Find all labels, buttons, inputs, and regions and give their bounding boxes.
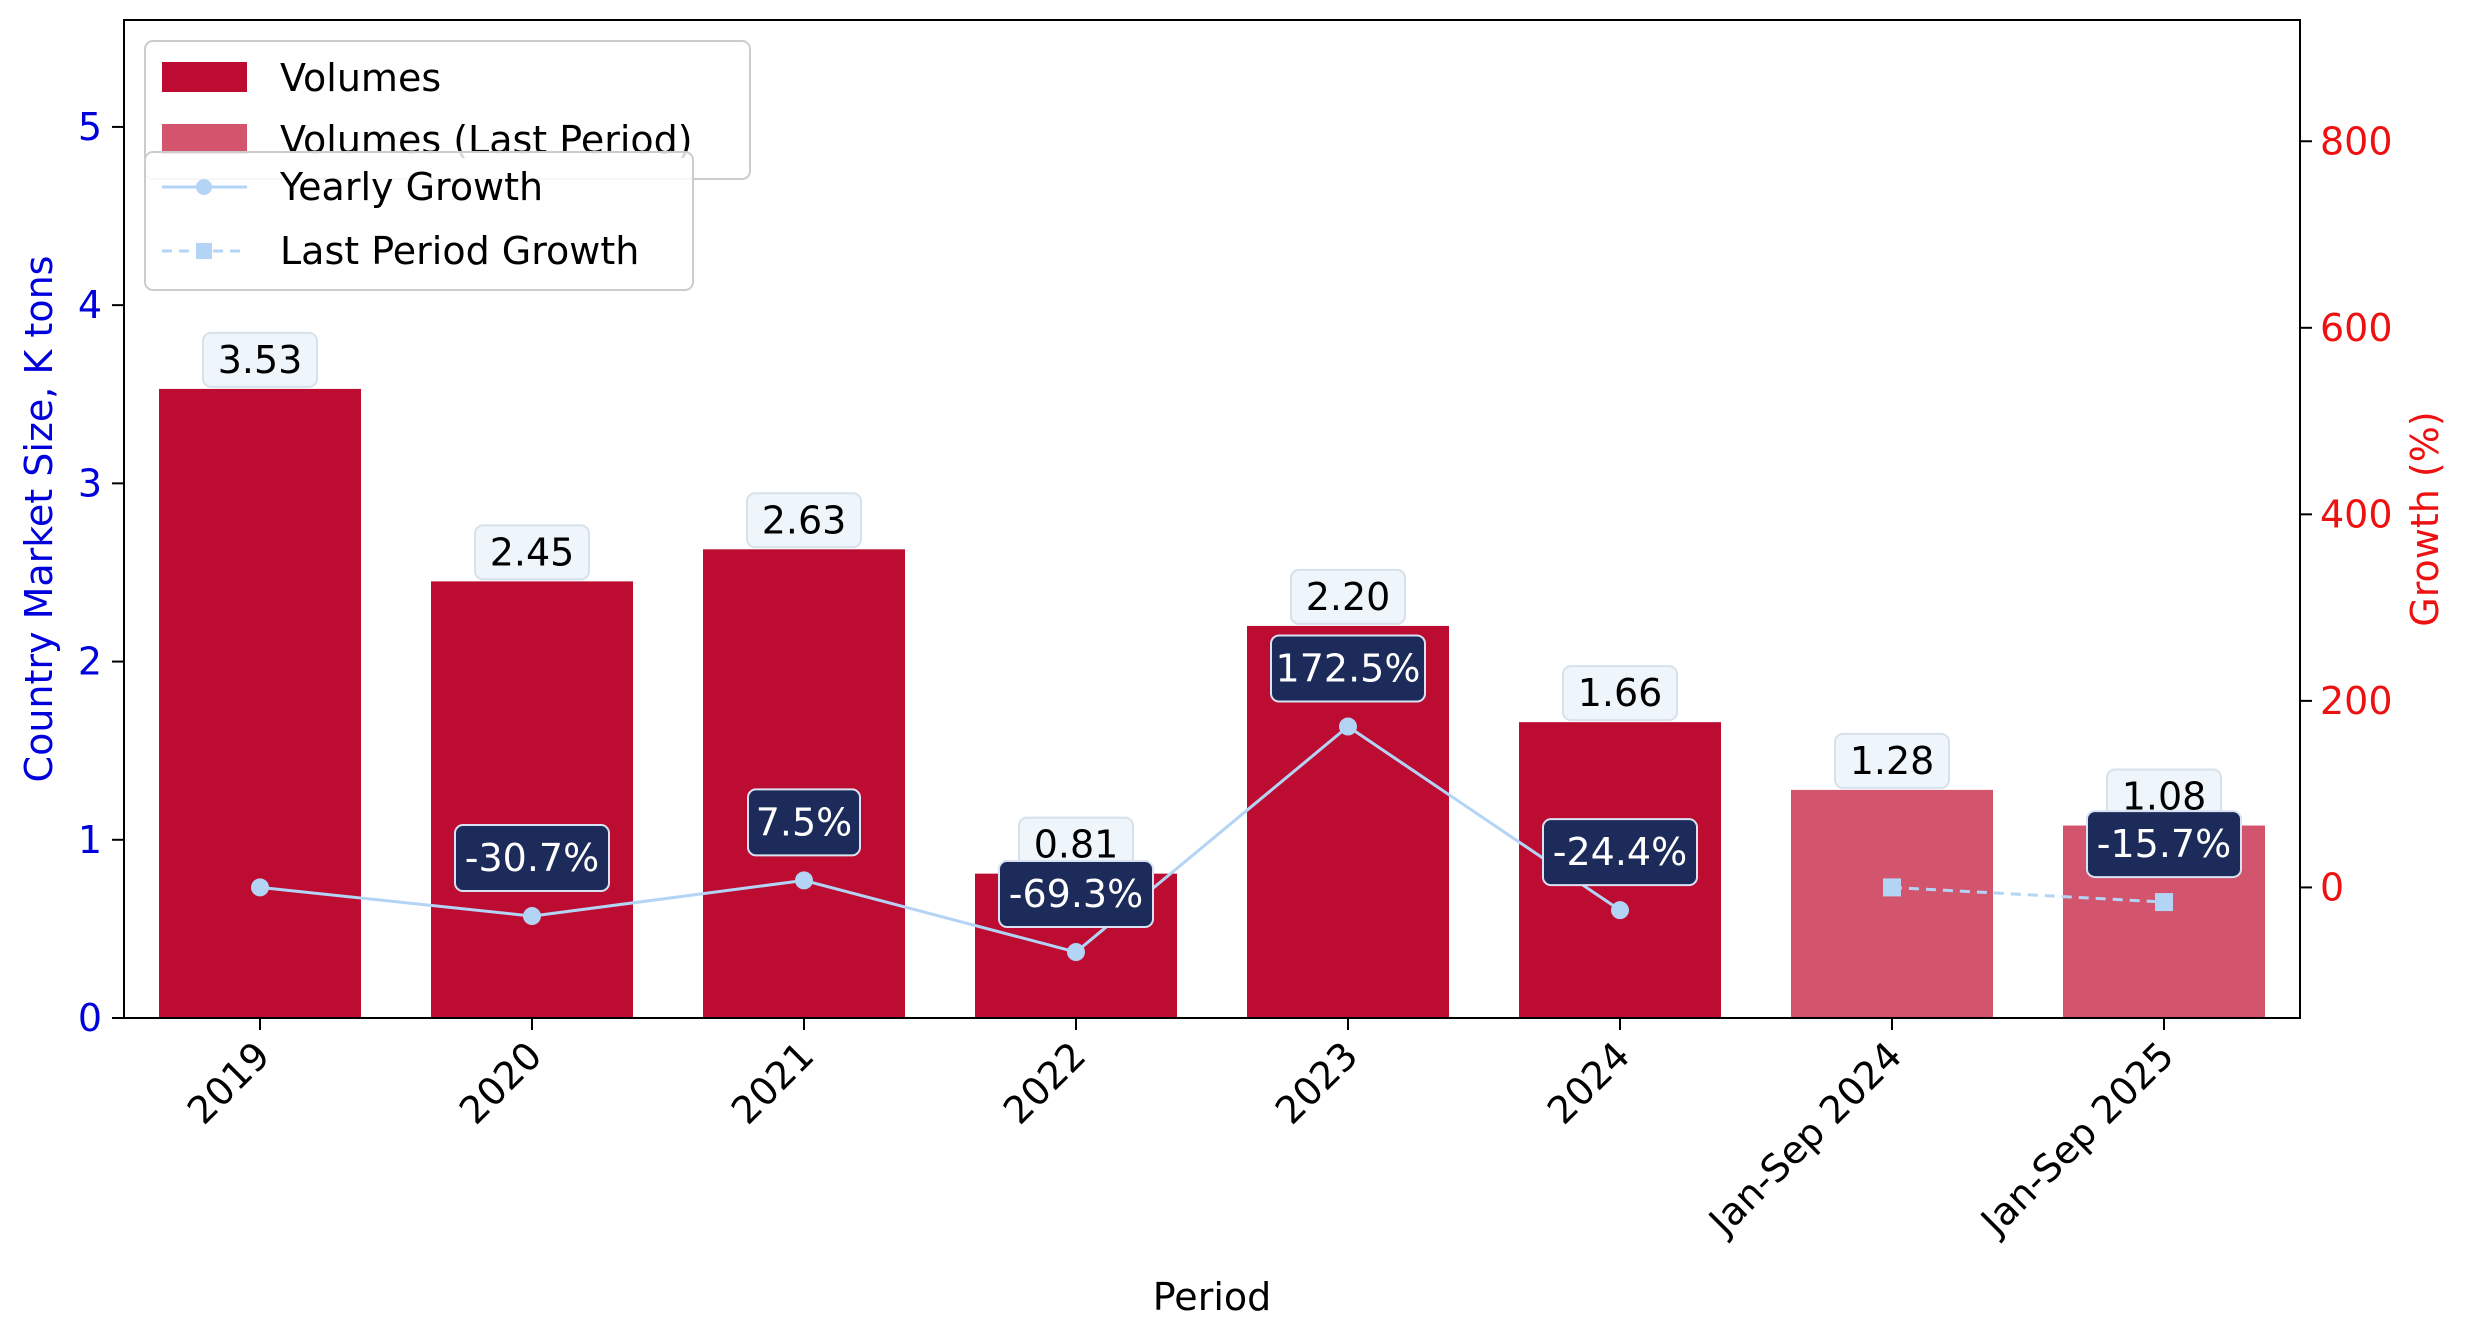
growth-label: -24.4% [1542, 818, 1698, 887]
growth-label-text: -24.4% [1553, 830, 1687, 874]
yearly-growth-line [259, 724, 1621, 954]
x-tick-label: 2019 [179, 1033, 279, 1133]
growth-marker [2155, 893, 2173, 912]
right-axis-label: Growth (%) [2403, 411, 2447, 626]
growth-marker [795, 871, 813, 890]
x-tick-label: 2024 [1539, 1033, 1639, 1133]
value-labels-layer: 3.532.452.630.812.201.661.281.08 [202, 331, 2222, 873]
left-tick-label: 4 [78, 283, 102, 327]
value-label-text: 2.45 [490, 530, 575, 574]
value-label-text: 3.53 [218, 338, 303, 382]
value-label-box [746, 492, 862, 549]
value-label-box [1834, 732, 1950, 789]
growth-label-text: -69.3% [1009, 872, 1143, 916]
value-label-text: 2.63 [762, 498, 847, 542]
growth-label: 172.5% [1270, 634, 1426, 703]
value-label-text: 0.81 [1034, 823, 1119, 867]
legend-volumes: Volumes Volumes (Last Period) [144, 40, 751, 180]
growth-lines-layer [251, 717, 2173, 962]
growth-marker [523, 907, 541, 926]
left-tick-label: 3 [78, 461, 102, 505]
value-label: 0.81 [1018, 816, 1134, 873]
right-tick-label: 200 [2320, 679, 2393, 723]
value-label: 3.53 [202, 331, 318, 388]
growth-label-text: -30.7% [465, 836, 599, 880]
bars-layer [159, 388, 2265, 1018]
growth-marker [251, 878, 269, 897]
value-label-text: 1.28 [1850, 739, 1935, 783]
growth-label: 7.5% [747, 788, 861, 857]
value-label: 1.28 [1834, 732, 1950, 789]
growth-label: -15.7% [2086, 810, 2242, 879]
growth-label-box [747, 788, 861, 857]
right-axis: 0 200 400 600 800 [2300, 119, 2393, 909]
value-label: 2.20 [1290, 568, 1406, 625]
growth-label-box [2086, 810, 2242, 879]
left-tick-label: 0 [78, 996, 102, 1040]
left-tick-label: 2 [78, 640, 102, 684]
value-label-box [474, 524, 590, 581]
growth-label-text: 7.5% [756, 800, 853, 844]
growth-label-text: 172.5% [1276, 647, 1421, 691]
value-label-text: 1.66 [1578, 671, 1663, 715]
growth-marker [1067, 943, 1085, 962]
growth-label-box [998, 860, 1154, 929]
legend-label-yearly-growth: Yearly Growth [279, 165, 543, 209]
left-axis-label: Country Market Size, K tons [17, 256, 61, 783]
plot-frame [123, 19, 2301, 1019]
bar [159, 388, 361, 1018]
value-label-box [1290, 568, 1406, 625]
bar [703, 549, 905, 1018]
left-tick-label: 5 [78, 105, 102, 149]
legend-growth: Yearly Growth Last Period Growth [144, 151, 694, 291]
growth-label-box [454, 824, 610, 893]
value-label-box [202, 331, 318, 388]
value-label-box [1562, 665, 1678, 722]
value-label: 2.63 [746, 492, 862, 549]
right-tick-label: 800 [2320, 119, 2393, 163]
x-axis-label: Period [1153, 1275, 1272, 1319]
x-tick-label: 2021 [723, 1033, 823, 1133]
bar [1791, 789, 1993, 1018]
x-tick-label: 2023 [1267, 1033, 1367, 1133]
growth-marker [1339, 717, 1357, 736]
growth-label: -69.3% [998, 860, 1154, 929]
growth-label-box [1542, 818, 1698, 887]
x-tick-label: 2022 [995, 1033, 1095, 1133]
left-axis: 0 1 2 3 4 5 [78, 105, 124, 1040]
right-tick-label: 0 [2320, 865, 2344, 909]
legend-label-volumes: Volumes [280, 56, 441, 100]
growth-label-box [1270, 634, 1426, 703]
legend-label-last-period-growth: Last Period Growth [280, 229, 639, 273]
growth-marker [1611, 901, 1629, 920]
left-tick-label: 1 [78, 818, 102, 862]
legend-swatch-volumes-last-period [162, 124, 247, 154]
value-label: 2.45 [474, 524, 590, 581]
legend-marker-yearly-growth [196, 179, 212, 195]
growth-label: -30.7% [454, 824, 610, 893]
growth-labels-layer: -30.7% 7.5% -69.3% 172.5% -24.4% -15.7% [454, 634, 2242, 929]
value-label-text: 2.20 [1306, 575, 1391, 619]
x-tick-label: Jan-Sep 2024 [1699, 1033, 1910, 1244]
bar [431, 581, 633, 1018]
legend-swatch-volumes [162, 62, 247, 92]
x-tick-label: 2020 [451, 1033, 551, 1133]
x-axis: 2019 2020 2021 2022 2023 2024 Jan-Sep 2024 Jan-… [179, 1018, 2182, 1244]
legend-marker-last-period-growth [196, 243, 212, 259]
value-label: 1.66 [1562, 665, 1678, 722]
growth-label-text: -15.7% [2097, 822, 2231, 866]
right-tick-label: 600 [2320, 306, 2393, 350]
last-period-growth-line [1891, 885, 2165, 904]
right-tick-label: 400 [2320, 492, 2393, 536]
growth-marker [1883, 878, 1901, 897]
x-tick-label: Jan-Sep 2025 [1971, 1033, 2182, 1244]
